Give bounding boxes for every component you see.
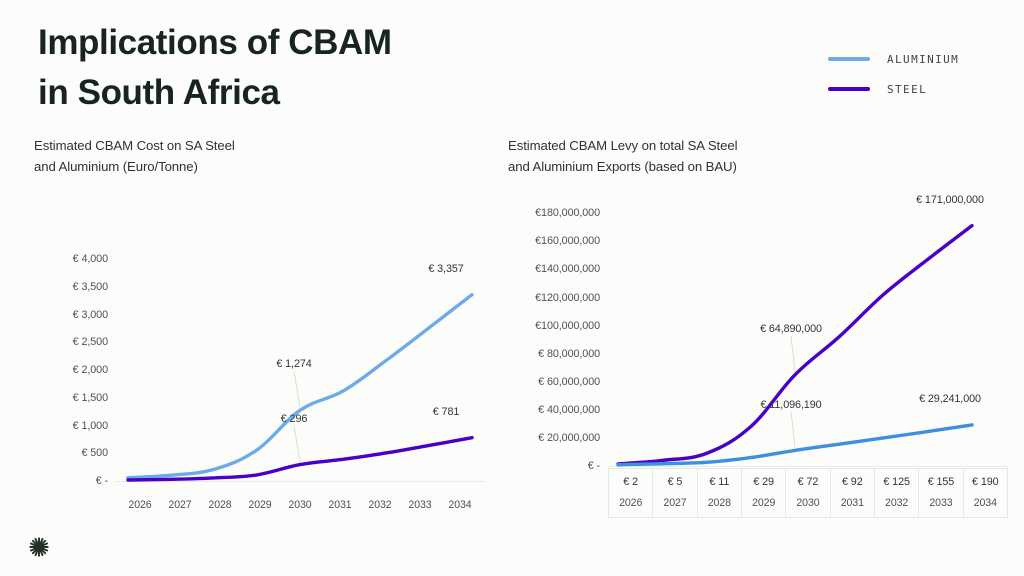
- annotation-leader-line: [294, 371, 300, 407]
- table-cell-year: 2027: [663, 497, 687, 510]
- asterisk-starburst-logo-icon: [29, 537, 49, 557]
- chart-plot-levy: €180,000,000 €160,000,000 €140,000,000 €120…: [508, 191, 1008, 519]
- legend-item-steel: STEEL: [828, 74, 988, 104]
- series-line-steel: [618, 226, 972, 464]
- y-axis-levy: €180,000,000 €160,000,000 €140,000,000 €120…: [508, 191, 600, 483]
- levy-value-table: € 2 2026 € 5 2027 € 11 2028 € 29 2029 € 72 2030 € …: [608, 468, 1008, 519]
- chart-subtitle-levy: Estimated CBAM Levy on total SA Steel an…: [508, 138, 738, 174]
- page-title: Implications of CBAM in South Africa: [38, 23, 392, 112]
- y-axis-cost: € 4,000 € 3,500 € 3,000 € 2,500 € 2,000 € 1,5…: [34, 191, 108, 491]
- y-axis-tick: € 2,500: [72, 336, 108, 349]
- table-cell-value: € 125: [883, 476, 910, 489]
- table-cell-year: 2031: [840, 497, 864, 510]
- table-column: € 92 2031: [829, 469, 874, 518]
- table-cell-value: € 155: [927, 476, 955, 489]
- chart-legend: ALUMINIUM STEEL: [828, 44, 988, 104]
- x-axis-baseline-cost: [116, 481, 486, 483]
- legend-item-aluminium: ALUMINIUM: [828, 44, 988, 74]
- table-column: € 125 2032: [873, 469, 918, 518]
- y-axis-tick: €180,000,000: [535, 207, 600, 220]
- table-cell-year: 2026: [619, 497, 643, 510]
- x-axis-tick: 2034: [448, 499, 472, 512]
- y-axis-tick: € 60,000,000: [538, 375, 600, 388]
- y-axis-tick: € -: [587, 460, 600, 473]
- table-cell-value: € 11: [709, 476, 730, 489]
- y-axis-tick: € 3,500: [72, 280, 108, 293]
- data-point-label: € 3,357: [428, 262, 464, 275]
- data-point-label: € 29,241,000: [919, 393, 981, 406]
- x-axis-tick: 2031: [328, 499, 352, 512]
- chart-panel-cost: Estimated CBAM Cost on SA Steel and Alum…: [34, 136, 486, 511]
- data-point-label: € 1,274: [276, 358, 312, 371]
- y-axis-tick: € 80,000,000: [538, 347, 600, 360]
- plot-area-levy: € 64,890,000 € 171,000,000 € 11,096,190 € 2…: [608, 191, 1008, 483]
- table-cell-year: 2029: [752, 497, 776, 510]
- data-point-label: € 296: [280, 412, 308, 425]
- y-axis-tick: € 1,000: [72, 419, 108, 432]
- table-column: € 2 2026: [608, 469, 652, 518]
- x-axis-baseline-levy: [608, 466, 1008, 468]
- data-point-label: € 781: [432, 405, 460, 418]
- table-column: € 190 2034: [962, 469, 1008, 518]
- series-line-steel: [128, 438, 472, 480]
- table-column: € 29 2029: [740, 469, 785, 518]
- x-axis-tick: 2027: [168, 499, 192, 512]
- table-cell-value: € 29: [753, 476, 774, 489]
- y-axis-tick: € 3,000: [72, 308, 108, 321]
- series-line-aluminium: [128, 295, 472, 478]
- x-axis-labels-cost: 2026 2027 2028 2029 2030 2031 2032 2033 2034: [116, 499, 486, 511]
- annotation-leader-line: [791, 336, 795, 372]
- y-axis-tick: € 4,000: [72, 253, 108, 266]
- table-column: € 5 2027: [652, 469, 696, 518]
- y-axis-tick: € -: [95, 475, 108, 488]
- line-chart-levy: [608, 191, 1008, 483]
- legend-swatch-aluminium-icon: [828, 57, 870, 61]
- data-point-label: € 11,096,190: [760, 398, 822, 411]
- x-axis-tick: 2030: [288, 499, 312, 512]
- line-chart-cost: [116, 191, 486, 491]
- chart-panel-levy: Estimated CBAM Levy on total SA Steel an…: [508, 136, 1008, 519]
- table-cell-value: € 72: [797, 476, 819, 489]
- table-cell-value: € 2: [623, 476, 639, 489]
- table-cell-year: 2032: [885, 497, 909, 510]
- y-axis-tick: €140,000,000: [535, 263, 600, 276]
- chart-subtitle-cost: Estimated CBAM Cost on SA Steel and Alum…: [34, 138, 235, 174]
- data-point-label: € 64,890,000: [760, 322, 822, 335]
- x-axis-tick: 2033: [408, 499, 432, 512]
- y-axis-tick: € 40,000,000: [538, 403, 600, 416]
- table-column: € 11 2028: [696, 469, 741, 518]
- table-cell-value: € 5: [667, 476, 683, 489]
- table-cell-year: 2030: [796, 497, 820, 510]
- x-axis-tick: 2028: [208, 499, 232, 512]
- table-cell-year: 2033: [929, 497, 953, 510]
- x-axis-tick: 2029: [248, 499, 272, 512]
- legend-label-aluminium: ALUMINIUM: [887, 52, 960, 66]
- chart-plot-cost: € 4,000 € 3,500 € 3,000 € 2,500 € 2,000 € 1,5…: [34, 191, 486, 511]
- annotation-leader-line: [294, 426, 300, 462]
- plot-area-cost: € 1,274 € 3,357 € 296 € 781: [116, 191, 486, 491]
- x-axis-tick: 2032: [368, 499, 392, 512]
- table-column: € 72 2030: [785, 469, 829, 518]
- y-axis-tick: € 500: [81, 447, 108, 460]
- x-axis-tick: 2026: [128, 499, 152, 512]
- table-column: € 155 2033: [918, 469, 962, 518]
- series-line-aluminium: [618, 425, 972, 465]
- data-point-label: € 171,000,000: [916, 193, 984, 206]
- y-axis-tick: €160,000,000: [535, 235, 600, 248]
- table-cell-year: 2028: [707, 497, 731, 510]
- legend-label-steel: STEEL: [887, 82, 928, 96]
- legend-swatch-steel-icon: [828, 87, 870, 91]
- table-cell-value: € 190: [972, 476, 999, 489]
- y-axis-tick: € 20,000,000: [538, 432, 600, 445]
- table-cell-value: € 92: [841, 476, 863, 489]
- y-axis-tick: €120,000,000: [535, 291, 600, 304]
- y-axis-tick: € 1,500: [72, 391, 108, 404]
- annotation-leader-line: [791, 412, 795, 448]
- y-axis-tick: €100,000,000: [535, 319, 600, 332]
- table-cell-year: 2034: [973, 497, 997, 510]
- y-axis-tick: € 2,000: [72, 364, 108, 377]
